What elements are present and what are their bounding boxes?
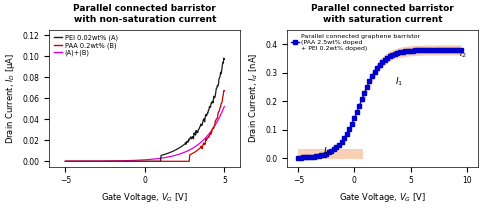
Y-axis label: Drain Current, $I_D$ [μA]: Drain Current, $I_D$ [μA] [4,53,17,144]
Y-axis label: Drain Current, $I_d$ [nA]: Drain Current, $I_d$ [nA] [247,53,260,144]
Parallel connected graphene barristor
(PAA 2.5wt% doped
+ PEI 0.2wt% doped) [344,133,349,135]
X-axis label: Gate Voltage, $V_G$ [V]: Gate Voltage, $V_G$ [V] [101,191,188,204]
X-axis label: Gate Voltage, $V_G$ [V]: Gate Voltage, $V_G$ [V] [339,191,426,204]
Legend: PEI 0.02wt% (A), PAA 0.2wt% (B), (A)+(B): PEI 0.02wt% (A), PAA 0.2wt% (B), (A)+(B) [53,33,119,57]
Text: $I_2$: $I_2$ [459,48,467,60]
Line: Parallel connected graphene barristor
(PAA 2.5wt% doped
+ PEI 0.2wt% doped): Parallel connected graphene barristor (P… [297,48,463,159]
Parallel connected graphene barristor
(PAA 2.5wt% doped
+ PEI 0.2wt% doped) [379,61,385,63]
Parallel connected graphene barristor
(PAA 2.5wt% doped
+ PEI 0.2wt% doped) [334,146,339,149]
Title: Parallel connected barristor
with non-saturation current: Parallel connected barristor with non-sa… [73,4,216,24]
Text: $I_0$: $I_0$ [323,146,331,158]
Parallel connected graphene barristor
(PAA 2.5wt% doped
+ PEI 0.2wt% doped) [435,49,441,51]
Title: Parallel connected barristor
with saturation current: Parallel connected barristor with satura… [311,4,454,24]
Legend: Parallel connected graphene barristor
(PAA 2.5wt% doped
+ PEI 0.2wt% doped): Parallel connected graphene barristor (P… [290,33,422,52]
Parallel connected graphene barristor
(PAA 2.5wt% doped
+ PEI 0.2wt% doped) [453,49,459,51]
Parallel connected graphene barristor
(PAA 2.5wt% doped
+ PEI 0.2wt% doped) [364,86,370,88]
Text: $I_1$: $I_1$ [395,76,403,88]
Parallel connected graphene barristor
(PAA 2.5wt% doped
+ PEI 0.2wt% doped) [295,156,301,159]
Parallel connected graphene barristor
(PAA 2.5wt% doped
+ PEI 0.2wt% doped) [458,49,464,51]
